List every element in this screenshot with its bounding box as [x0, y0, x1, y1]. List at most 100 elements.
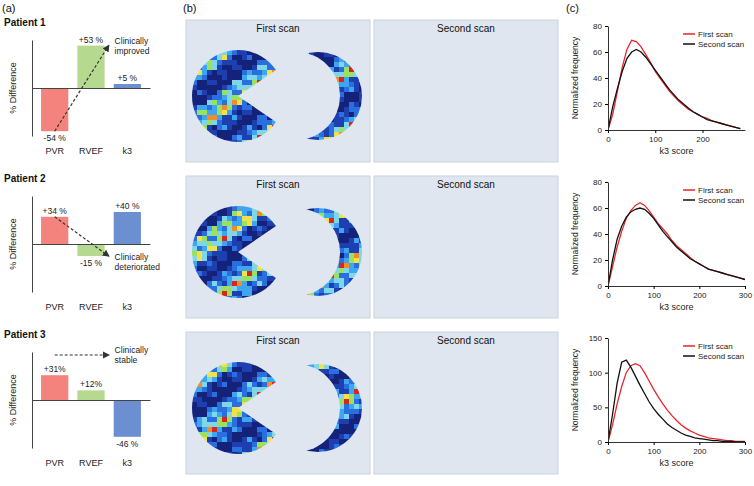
- lung-texture: [207, 266, 212, 271]
- lung-texture: [390, 100, 395, 105]
- lung-texture: [542, 72, 547, 77]
- lung-texture: [537, 117, 542, 122]
- lung-texture: [309, 273, 314, 278]
- right-lung: [274, 208, 364, 298]
- image-label: Second scan: [437, 23, 495, 34]
- lung-texture: [314, 77, 319, 82]
- lung-texture: [289, 62, 294, 67]
- lung-texture: [242, 85, 247, 90]
- lung-texture: [202, 120, 207, 125]
- x-tick-label: RVEF: [79, 146, 103, 156]
- lung-texture: [207, 80, 212, 85]
- lung-texture: [202, 291, 207, 296]
- lung-texture: [309, 258, 314, 263]
- panel-label: (b): [183, 2, 196, 14]
- lung-texture: [257, 105, 262, 110]
- lung-texture: [467, 92, 472, 97]
- lung-texture: [507, 52, 512, 57]
- lung-texture: [522, 102, 527, 107]
- lung-texture: [247, 50, 252, 55]
- lung-texture: [329, 72, 334, 77]
- lung-texture: [532, 137, 537, 142]
- lung-texture: [542, 62, 547, 67]
- lung-texture: [299, 213, 304, 218]
- lung-texture: [435, 130, 440, 135]
- lung-texture: [420, 130, 425, 135]
- lung-texture: [547, 137, 552, 142]
- lung-texture: [262, 226, 267, 231]
- lung-texture: [492, 52, 497, 57]
- left-lung: [192, 206, 287, 301]
- lung-texture: [547, 97, 552, 102]
- lung-texture: [289, 253, 294, 258]
- lung-texture: [247, 216, 252, 221]
- lung-texture: [294, 228, 299, 233]
- lung-texture: [477, 112, 482, 117]
- lung-texture: [319, 122, 324, 127]
- lung-texture: [267, 135, 272, 140]
- lung-texture: [354, 122, 359, 127]
- lung-texture: [507, 62, 512, 67]
- lung-texture: [289, 238, 294, 243]
- lung-texture: [284, 218, 289, 223]
- data-label: +40 %: [115, 201, 140, 211]
- lung-texture: [309, 107, 314, 112]
- lung-texture: [217, 251, 222, 256]
- lung-texture: [445, 115, 450, 120]
- lung-texture: [517, 102, 522, 107]
- lung-texture: [309, 87, 314, 92]
- lung-texture: [309, 263, 314, 268]
- lung-texture: [257, 251, 262, 256]
- lung-texture: [430, 135, 435, 140]
- lung-texture: [324, 72, 329, 77]
- lung-texture: [517, 137, 522, 142]
- lung-texture: [247, 95, 252, 100]
- lung-texture: [279, 77, 284, 82]
- lung-texture: [247, 236, 252, 241]
- lung-texture: [507, 107, 512, 112]
- lung-texture: [440, 125, 445, 130]
- lung-texture: [192, 95, 197, 100]
- lung-texture: [274, 218, 279, 223]
- lung-texture: [492, 137, 497, 142]
- lung-texture: [324, 82, 329, 87]
- lung-texture: [354, 127, 359, 132]
- lung-texture: [284, 57, 289, 62]
- lung-texture: [445, 90, 450, 95]
- lung-texture: [232, 90, 237, 95]
- lung-texture: [284, 72, 289, 77]
- lung-texture: [222, 65, 227, 70]
- lung-texture: [440, 80, 445, 85]
- lung-texture: [487, 52, 492, 57]
- lung-texture: [257, 70, 262, 75]
- lung-texture: [359, 102, 364, 107]
- lung-texture: [267, 100, 272, 105]
- lung-texture: [435, 95, 440, 100]
- lung-texture: [477, 132, 482, 137]
- lung-texture: [202, 256, 207, 261]
- lung-texture: [237, 266, 242, 271]
- lung-texture: [324, 127, 329, 132]
- lung-texture: [395, 115, 400, 120]
- lung-texture: [547, 72, 552, 77]
- lung-texture: [304, 253, 309, 258]
- lung-texture: [492, 67, 497, 72]
- lung-texture: [242, 211, 247, 216]
- lung-texture: [415, 95, 420, 100]
- lung-texture: [284, 87, 289, 92]
- lung-texture: [482, 82, 487, 87]
- lung-texture: [385, 85, 390, 90]
- lung-texture: [242, 256, 247, 261]
- lung-texture: [395, 60, 400, 65]
- lung-texture: [294, 273, 299, 278]
- lung-texture: [267, 80, 272, 85]
- lung-texture: [440, 120, 445, 125]
- lung-texture: [222, 211, 227, 216]
- lung-texture: [227, 291, 232, 296]
- lung-texture: [385, 95, 390, 100]
- lung-texture: [492, 72, 497, 77]
- lung-texture: [304, 67, 309, 72]
- lung-texture: [289, 97, 294, 102]
- lung-texture: [512, 52, 517, 57]
- lung-texture: [390, 80, 395, 85]
